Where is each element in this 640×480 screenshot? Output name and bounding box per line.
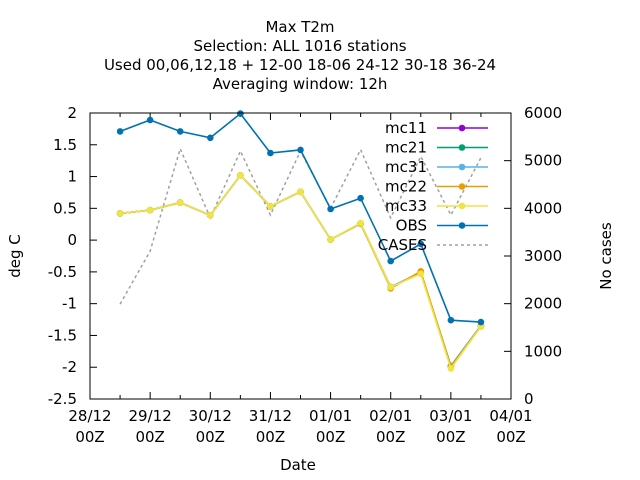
- data-point-obs: [447, 316, 455, 324]
- series-mc11: [116, 172, 485, 370]
- y-tick-label: -1.5: [48, 326, 77, 344]
- data-point-mc33: [237, 172, 244, 179]
- title-line-2: Selection: ALL 1016 stations: [193, 37, 406, 55]
- data-point-obs: [237, 110, 244, 117]
- x-tick-label-date: 30/12: [189, 407, 232, 425]
- legend-label: mc21: [385, 139, 427, 157]
- legend-swatch-marker: [458, 222, 466, 229]
- y-axis-tick-labels: -2.5 -2 -1.5 -1 -0.5 0 0.5 1 1.5 2: [48, 104, 77, 408]
- x-tick-label-time: 00Z: [135, 428, 164, 446]
- legend-swatch-marker: [458, 202, 466, 210]
- series-obs: [116, 110, 485, 326]
- data-point-obs: [207, 134, 214, 142]
- data-point-mc33: [327, 236, 334, 243]
- x-tick-label-time: 00Z: [496, 428, 525, 446]
- legend-label: mc11: [385, 119, 427, 137]
- legend-label: mc22: [385, 178, 427, 196]
- data-point-mc33: [176, 199, 184, 206]
- data-point-obs: [297, 146, 304, 154]
- series-mc22: [116, 172, 485, 370]
- data-point-obs: [327, 205, 334, 213]
- x-tick-label-date: 31/12: [249, 407, 292, 425]
- y2-axis-tick-labels: 0 1000 2000 3000 4000 5000 6000: [524, 104, 562, 408]
- y-tick-label: 1.5: [53, 136, 77, 154]
- x-tick-label-date: 04/01: [489, 407, 532, 425]
- legend-item-obs: OBS: [396, 217, 488, 235]
- legend-swatch-marker: [458, 183, 466, 190]
- data-point-obs: [146, 116, 154, 124]
- legend-swatch-marker: [458, 124, 466, 132]
- y2-tick-label: 3000: [524, 247, 562, 265]
- x-tick-label-date: 01/01: [309, 407, 352, 425]
- x-axis-tick-labels: 28/12 00Z 29/12 00Z 30/12 00Z 31/12 00Z 01/01 00Z…: [68, 407, 532, 446]
- chart-title: Max T2m Selection: ALL 1016 stations Use…: [104, 18, 496, 93]
- y-tick-label: 0.5: [53, 199, 77, 217]
- title-line-3: Used 00,06,12,18 + 12-00 18-06 24-12 30-…: [104, 56, 496, 74]
- y2-tick-label: 5000: [524, 152, 562, 170]
- data-point-obs: [357, 194, 364, 202]
- x-tick-label-time: 00Z: [256, 428, 285, 446]
- data-point-mc33: [417, 270, 425, 278]
- legend-label: mc31: [385, 158, 427, 176]
- data-point-obs: [417, 240, 425, 248]
- series-mc33: [116, 172, 485, 372]
- legend-label: mc33: [385, 197, 427, 215]
- data-point-obs: [267, 149, 274, 157]
- legend-item-cases: CASES: [378, 236, 488, 254]
- data-point-mc33: [357, 219, 364, 227]
- data-point-obs: [477, 318, 485, 326]
- x-tick-label-time: 00Z: [75, 428, 104, 446]
- x-tick-label-time: 00Z: [436, 428, 465, 446]
- x-tick-label-date: 28/12: [68, 407, 111, 425]
- series-mc21: [116, 172, 485, 370]
- data-point-mc33: [387, 283, 395, 291]
- x-tick-label-time: 00Z: [376, 428, 405, 446]
- legend-label: OBS: [396, 217, 427, 235]
- y-tick-label: -2: [62, 358, 77, 376]
- legend-item-mc21: mc21: [385, 139, 488, 157]
- x-tick-label-date: 29/12: [129, 407, 172, 425]
- legend-item-mc11: mc11: [385, 119, 488, 137]
- y2-tick-label: 4000: [524, 199, 562, 217]
- legend-item-mc22: mc22: [385, 178, 488, 196]
- y-axis-title: deg C: [6, 234, 24, 278]
- legend-label: CASES: [378, 236, 427, 254]
- y-tick-label: -1: [62, 295, 77, 313]
- x-tick-label-date: 02/01: [369, 407, 412, 425]
- data-point-mc33: [267, 203, 274, 210]
- legend-swatch-marker: [458, 144, 466, 151]
- data-point-obs: [176, 128, 184, 135]
- data-point-obs: [116, 128, 124, 135]
- y-tick-label: -0.5: [48, 263, 77, 281]
- plot-frame: [89, 112, 512, 400]
- data-point-mc33: [447, 365, 455, 372]
- y-tick-label: 1: [67, 168, 77, 186]
- y-tick-label: 2: [67, 104, 77, 122]
- x-tick-label-time: 00Z: [196, 428, 225, 446]
- y2-tick-label: 1000: [524, 342, 562, 360]
- y-tick-label: -2.5: [48, 390, 77, 408]
- title-line-1: Max T2m: [265, 18, 334, 36]
- series-mc31: [116, 172, 485, 370]
- title-line-4: Averaging window: 12h: [213, 75, 388, 93]
- y2-axis-title: No cases: [597, 222, 615, 290]
- legend-swatch-marker: [458, 163, 466, 171]
- x-axis-title: Date: [280, 456, 316, 474]
- data-point-mc33: [116, 210, 124, 217]
- data-point-mc33: [207, 212, 214, 219]
- data-point-obs: [387, 257, 395, 265]
- y2-tick-label: 0: [524, 390, 534, 408]
- data-point-mc33: [297, 188, 304, 196]
- x-tick-label-date: 03/01: [429, 407, 472, 425]
- y2-tick-label: 2000: [524, 295, 562, 313]
- legend-item-mc31: mc31: [385, 158, 488, 176]
- legend-item-mc33: mc33: [385, 197, 488, 215]
- y2-tick-label: 6000: [524, 104, 562, 122]
- x-tick-label-time: 00Z: [316, 428, 345, 446]
- plot-series: [116, 110, 485, 372]
- y-tick-label: 0: [67, 231, 77, 249]
- data-point-mc33: [146, 206, 154, 214]
